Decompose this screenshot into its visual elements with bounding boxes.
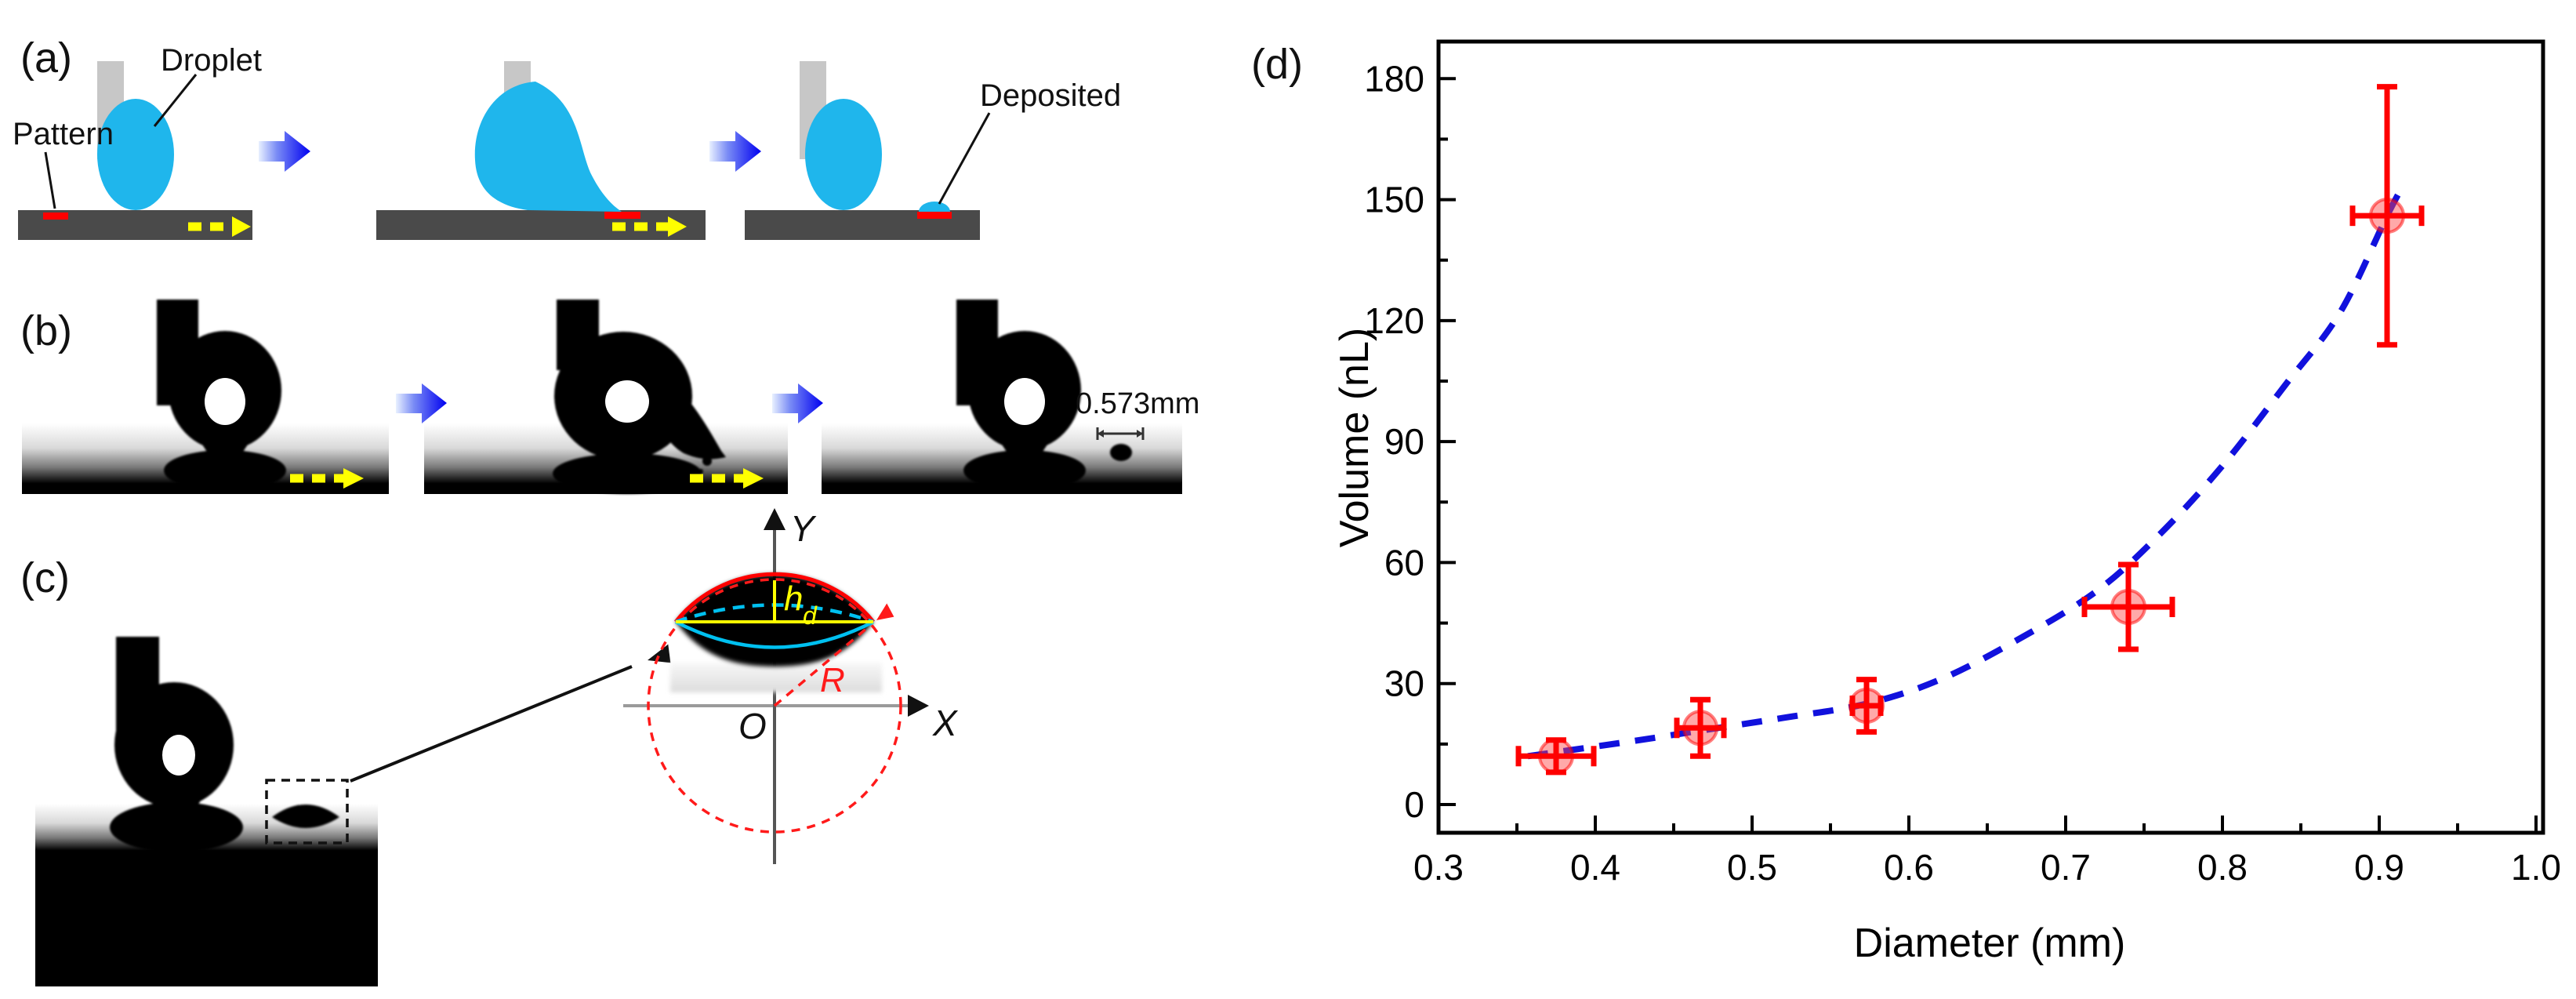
pattern-pointer-line (44, 151, 56, 209)
inset-substrate (670, 663, 882, 692)
stage-arrow-icon (290, 468, 364, 489)
pattern-annotation: Pattern (13, 117, 114, 151)
deposited-droplet-silhouette (1110, 444, 1132, 461)
x-tick-label: 0.6 (1884, 847, 1934, 888)
step-arrow-icon (259, 131, 310, 172)
panel-c-label: (c) (20, 554, 70, 601)
contact-ellipse-front (674, 619, 875, 649)
panel-d: (d) 0.3 0.4 0.5 0.6 0.7 0.8 0.9 1.0 0 30 60 90 120 15… (1251, 39, 2561, 966)
step-arrow-icon (396, 383, 447, 423)
deposited-lens-silhouette (272, 805, 339, 828)
x-axis-symbol: X (932, 703, 959, 743)
x-tick-label: 0.8 (2197, 847, 2248, 888)
x-tick-label: 0.4 (1570, 847, 1620, 888)
sphere-circle (647, 578, 902, 834)
y-tick-label: 30 (1384, 663, 1424, 704)
y-axis-title: Volume (nL) (1332, 328, 1377, 547)
x-axis-arrowhead-icon (908, 695, 929, 717)
y-axis-symbol: Y (790, 508, 817, 549)
panel-a-frame-1: Droplet Pattern (13, 43, 262, 240)
droplet-pointer-line (153, 74, 198, 127)
panel-b-frame-2 (424, 300, 788, 494)
panel-a-label: (a) (20, 35, 72, 82)
radius-line (773, 627, 869, 707)
silhouette-highlight (1004, 378, 1045, 425)
panel-c-photo (35, 637, 671, 986)
panel-b-label: (b) (20, 307, 72, 354)
x-tick-label: 0.7 (2041, 847, 2091, 888)
silhouette-highlight (605, 380, 649, 423)
stage-arrow-icon (690, 468, 764, 489)
origin-symbol: O (738, 706, 767, 747)
photo-substrate-dark (35, 853, 378, 986)
y-tick-label: 60 (1384, 542, 1424, 583)
x-axis-title: Diameter (mm) (1854, 921, 2126, 966)
deposited-cap-shape (919, 202, 950, 212)
droplet-annotation: Droplet (161, 43, 262, 78)
pattern-shape (604, 212, 640, 219)
chart-layer: 0.3 0.4 0.5 0.6 0.7 0.8 0.9 1.0 0 30 60 90 120 150 180 (1364, 58, 2561, 888)
panel-b: (b) (20, 300, 1199, 494)
panel-b-frame-3: 0.573mm (822, 300, 1199, 494)
x-tick-label: 0.9 (2354, 847, 2404, 888)
radius-symbol: R (820, 661, 845, 699)
cap-height-symbol: h (784, 579, 803, 618)
y-axis-arrowhead-icon (764, 508, 785, 530)
silhouette-highlight (162, 735, 195, 776)
cap-arc (674, 572, 875, 623)
panel-a-frame-3: Deposited (745, 61, 1121, 240)
panel-c-inset: Y X O R h d (623, 508, 959, 864)
y-tick-label: 0 (1404, 784, 1424, 825)
deposited-pointer-line (938, 112, 991, 205)
stage-arrow-icon (188, 216, 251, 237)
silhouette-highlight (205, 378, 245, 425)
panel-b-frame-1 (22, 300, 389, 494)
radius-arrowhead-icon (876, 603, 894, 620)
pattern-shape (917, 212, 952, 219)
fit-curve (1527, 182, 2407, 760)
cap-height-subscript: d (803, 601, 818, 630)
panel-a-frame-2 (376, 61, 706, 240)
x-tick-label: 0.3 (1413, 847, 1464, 888)
panel-c: (c) Y X O (20, 508, 959, 986)
y-tick-label: 120 (1364, 300, 1424, 341)
y-tick-label: 150 (1364, 180, 1424, 220)
y-tick-label: 90 (1384, 421, 1424, 462)
stage-arrow-icon (612, 216, 687, 237)
measurement-label: 0.573mm (1076, 387, 1199, 420)
y-tick-label: 180 (1364, 58, 1424, 99)
measurement-marker-icon (1096, 427, 1145, 440)
panel-d-label: (d) (1251, 41, 1303, 88)
step-arrow-icon (709, 131, 761, 172)
zoom-pointer-arrow-icon (350, 644, 671, 783)
zoom-box (265, 779, 349, 845)
step-arrow-icon (772, 383, 823, 423)
panel-a: (a) Droplet Pattern (13, 35, 1121, 240)
substrate-shape (376, 210, 706, 240)
droplet-shape (805, 99, 882, 210)
deposited-annotation: Deposited (980, 78, 1121, 113)
x-tick-label: 1.0 (2511, 847, 2561, 888)
stretched-droplet-shape (474, 82, 622, 212)
droplet-shape (97, 99, 174, 210)
pattern-shape (43, 213, 68, 220)
plot-frame (1436, 39, 2545, 835)
x-tick-label: 0.5 (1727, 847, 1777, 888)
